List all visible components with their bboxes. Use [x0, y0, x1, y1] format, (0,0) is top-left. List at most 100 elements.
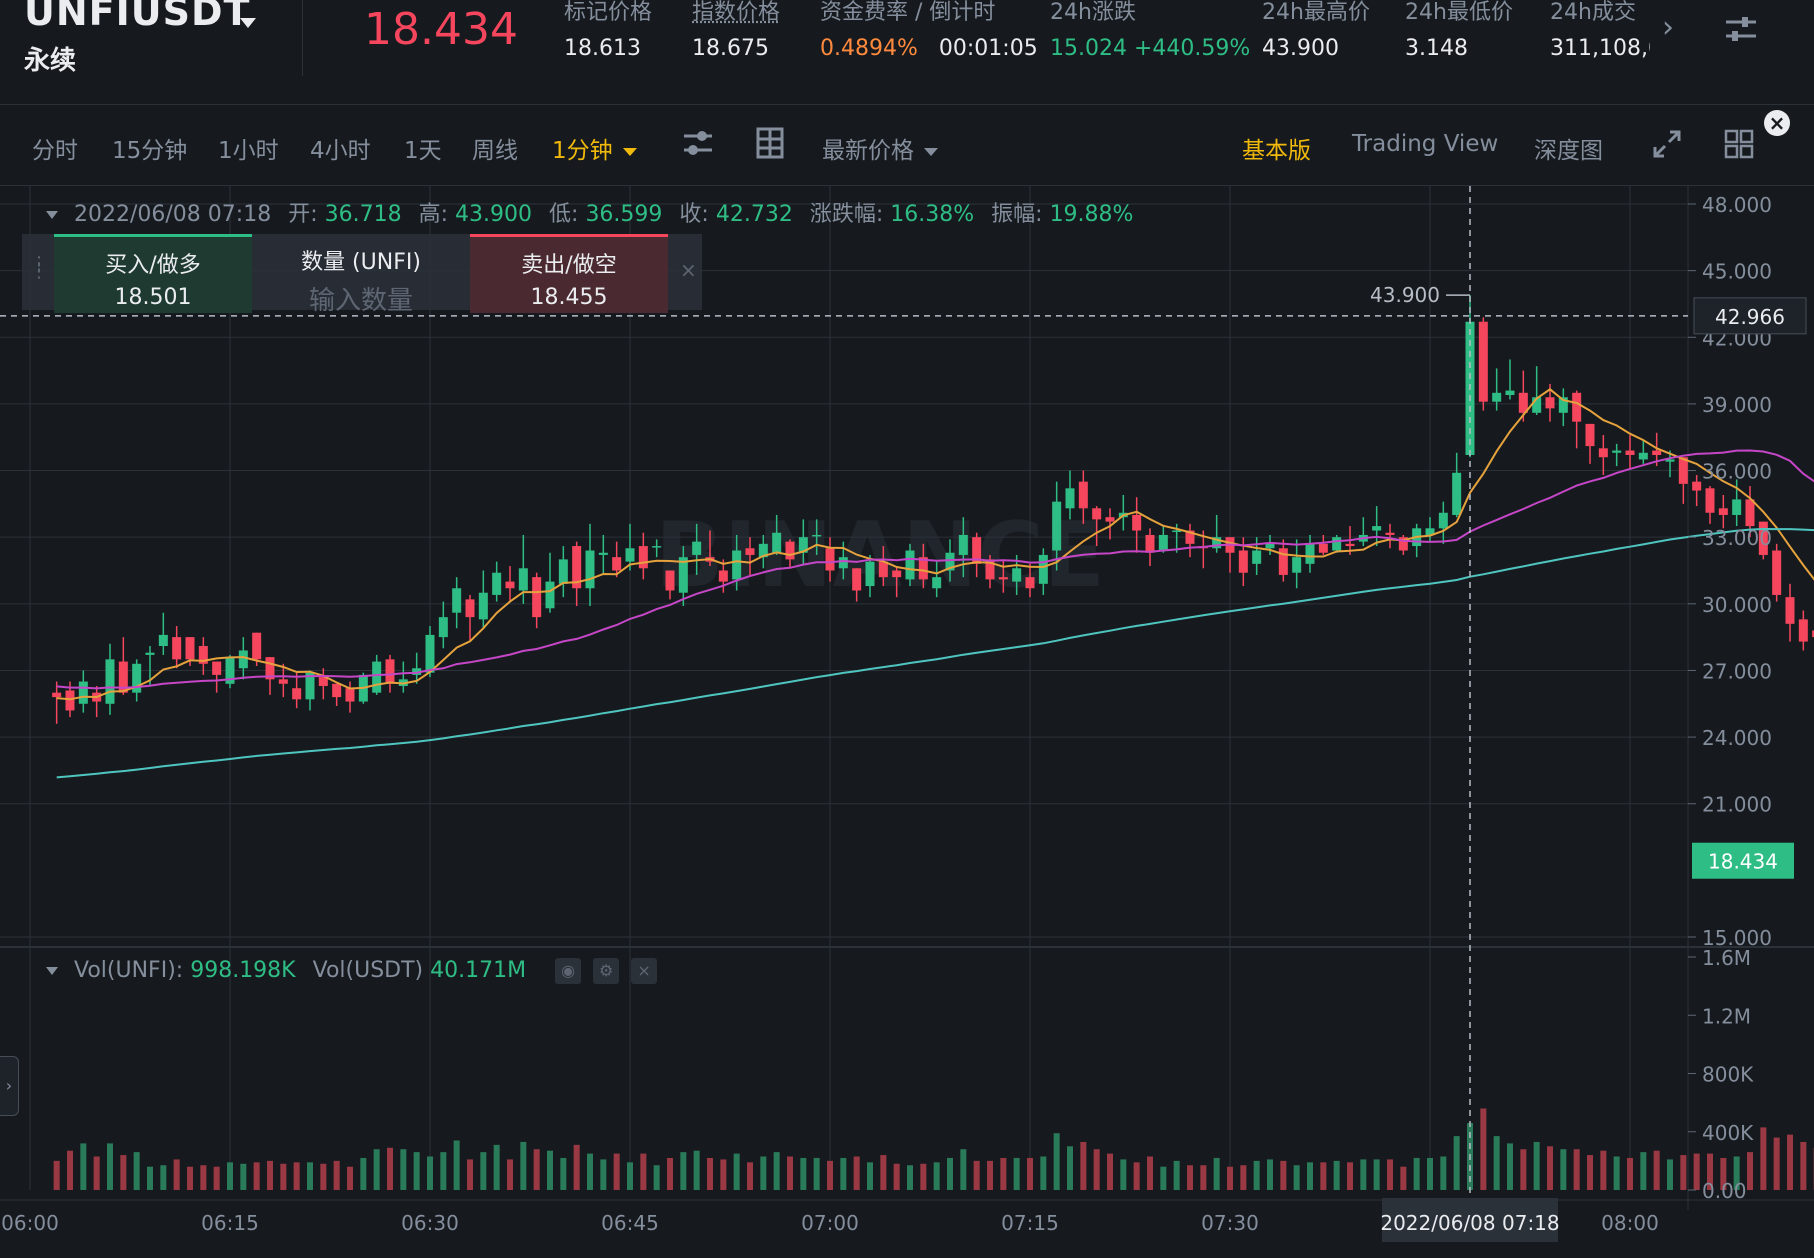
volume-bar	[773, 1152, 780, 1190]
ohlc-time: 2022/06/08 07:18	[74, 202, 272, 227]
volume-bar	[533, 1149, 540, 1190]
candle-body	[998, 577, 1008, 580]
collapse-triangle-icon[interactable]	[46, 967, 58, 975]
view-tab-tradingview[interactable]: Trading View	[1352, 131, 1499, 157]
candle-body	[945, 552, 955, 571]
candle-body	[492, 572, 502, 595]
price-chart[interactable]: BINANCE 48.00045.00042.00039.00036.00033…	[0, 186, 1814, 1258]
volume-bar	[1440, 1156, 1447, 1190]
candle-body	[65, 690, 75, 711]
volume-bar	[1560, 1149, 1567, 1190]
close-value: 42.732	[715, 202, 793, 227]
change-label: 涨跌幅:	[809, 202, 884, 227]
candle-body	[1478, 321, 1488, 402]
moving-averages	[56, 388, 1814, 779]
quantity-placeholder[interactable]: 输入数量	[308, 286, 413, 316]
candle-body	[1318, 543, 1328, 553]
candle-body	[1332, 537, 1342, 551]
view-tab-depth[interactable]: 深度图	[1534, 138, 1603, 164]
chevron-right-icon[interactable]: ›	[1662, 10, 1674, 45]
volume-bar	[627, 1162, 633, 1190]
candle-body	[1572, 392, 1582, 422]
volume-bar	[1507, 1143, 1513, 1190]
volume-bar	[1533, 1141, 1540, 1190]
candle-body	[1532, 397, 1542, 413]
drag-handle-icon[interactable]: ⋮ ⋮	[30, 253, 48, 282]
volume-bar	[560, 1157, 567, 1190]
interval-tab-15m[interactable]: 15分钟	[112, 138, 188, 164]
price-type-dropdown[interactable]: 最新价格	[822, 131, 938, 165]
candle-body	[718, 570, 728, 582]
current-price-tag	[1692, 842, 1794, 879]
interval-tab-1d[interactable]: 1天	[404, 138, 442, 164]
volume-bar	[1480, 1108, 1487, 1190]
stat-index-price[interactable]: 指数价格 18.675	[692, 0, 780, 61]
symbol-dropdown-icon[interactable]	[240, 18, 256, 28]
candle-body	[158, 634, 168, 647]
interval-dropdown[interactable]: 1分钟	[552, 131, 637, 165]
interval-tab-week[interactable]: 周线	[472, 138, 518, 164]
stat-value: 18.613	[564, 36, 641, 61]
sell-price: 18.455	[530, 285, 608, 310]
symbol-name[interactable]: UNFIUSDT	[24, 0, 251, 34]
volume-bar	[640, 1153, 647, 1190]
stat-label[interactable]: 指数价格	[692, 0, 781, 25]
settings-sliders-icon[interactable]	[1724, 14, 1758, 44]
multi-chart-grid-icon[interactable]	[1724, 129, 1754, 159]
candle-body	[1398, 537, 1408, 551]
expand-panel-icon[interactable]: ›	[0, 1056, 19, 1116]
candle-body	[438, 617, 448, 638]
crosshair-price-label: 42.966	[1715, 305, 1785, 329]
volume-bar	[907, 1165, 913, 1190]
candle-body	[1105, 517, 1115, 522]
collapse-triangle-icon[interactable]	[46, 211, 58, 219]
close-icon[interactable]: ×	[680, 258, 697, 282]
high-value: 43.900	[455, 202, 533, 227]
price-tick-label: 39.000	[1702, 393, 1772, 417]
crosshair-price-tag	[1693, 297, 1807, 335]
candle-body	[1772, 550, 1782, 595]
high-label: 高:	[418, 202, 449, 227]
volume-bar	[827, 1160, 833, 1190]
layout-grid-icon[interactable]	[756, 127, 784, 159]
volume-bar	[160, 1165, 167, 1190]
candle-body	[678, 557, 688, 593]
candle-body	[385, 659, 395, 684]
volume-bar	[1053, 1133, 1060, 1190]
volume-bar	[1173, 1160, 1180, 1190]
candle-body	[145, 652, 155, 655]
candle-body	[265, 657, 275, 680]
eye-icon[interactable]: ◉	[555, 958, 582, 984]
interval-tab-time[interactable]: 分时	[32, 138, 78, 164]
candle-body	[372, 661, 382, 693]
price-axis: 48.00045.00042.00039.00036.00033.00030.0…	[1688, 193, 1772, 950]
crosshair-time-tag	[1382, 1198, 1558, 1242]
volume-bar	[107, 1143, 113, 1190]
stat-value: 3.148	[1405, 36, 1468, 61]
candle-body	[692, 541, 702, 555]
volume-bars	[53, 1108, 1814, 1190]
stat-24h-high: 24h最高价 43.900	[1262, 0, 1370, 61]
interval-tab-4h[interactable]: 4小时	[310, 138, 371, 164]
candle-body	[1345, 543, 1355, 547]
candle-body	[625, 548, 635, 562]
candle-body	[1452, 472, 1462, 515]
volume-bar	[960, 1149, 967, 1190]
fullscreen-icon[interactable]	[1652, 129, 1682, 159]
close-icon[interactable]: ×	[631, 958, 658, 984]
stat-24h-change: 24h涨跌 15.024 +440.59%	[1050, 0, 1250, 61]
quantity-input[interactable]: 数量 (UNFI) 输入数量	[252, 234, 470, 316]
gear-icon[interactable]: ⚙	[593, 958, 620, 984]
volume-bar	[1253, 1160, 1260, 1190]
volume-bar	[1520, 1149, 1527, 1190]
indicator-settings-icon[interactable]	[682, 127, 714, 159]
close-icon[interactable]: ×	[1764, 110, 1790, 136]
interval-tab-1h[interactable]: 1小时	[218, 138, 279, 164]
sell-short-button[interactable]: 卖出/做空 18.455	[470, 234, 668, 313]
candle-body	[892, 570, 902, 578]
view-tab-basic[interactable]: 基本版	[1242, 138, 1311, 164]
volume-bar	[467, 1159, 473, 1190]
buy-long-button[interactable]: 买入/做多 18.501	[54, 234, 252, 313]
candle-body	[172, 637, 182, 660]
candle-body	[278, 679, 288, 684]
